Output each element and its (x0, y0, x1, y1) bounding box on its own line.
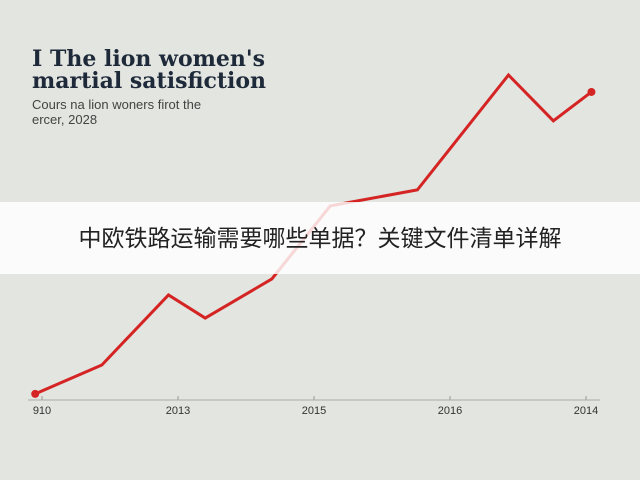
banner-text: 中欧铁路运输需要哪些单据？关键文件清单详解 (79, 226, 562, 252)
x-tick-label: 2015 (302, 405, 326, 417)
x-tick-label: 910 (33, 405, 51, 417)
x-tick-label: 2013 (166, 405, 190, 417)
chart-subtitle: ercer, 2028 (32, 112, 97, 127)
banner (0, 202, 640, 274)
chart-title: I The lion women's (32, 46, 265, 72)
chart-title: martial satisfiction (32, 68, 266, 94)
end-point (31, 389, 40, 398)
end-point (587, 87, 596, 96)
x-tick-label: 2014 (574, 405, 598, 417)
chart-subtitle: Cours na lion woners firot the (32, 97, 201, 112)
x-tick-label: 2016 (438, 405, 462, 417)
